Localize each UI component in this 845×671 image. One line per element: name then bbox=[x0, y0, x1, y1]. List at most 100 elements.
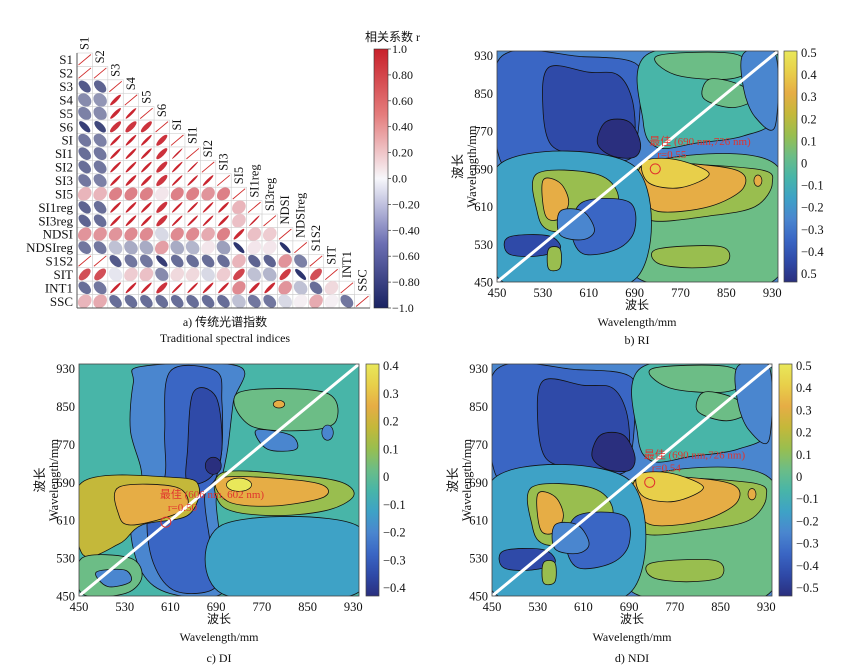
correlation-ellipse bbox=[171, 161, 183, 173]
correlation-ellipse bbox=[110, 94, 121, 106]
correlation-ellipse bbox=[156, 174, 168, 187]
correlation-line bbox=[170, 134, 184, 146]
contour-region bbox=[546, 246, 562, 272]
panel-a-caption-en: Traditional spectral indices bbox=[159, 331, 291, 345]
correlation-ellipse bbox=[324, 281, 339, 295]
correlation-ellipse bbox=[156, 161, 168, 173]
correlation-line bbox=[155, 121, 169, 133]
x-tick-label: 850 bbox=[298, 600, 317, 614]
column-label: S3 bbox=[109, 64, 123, 77]
correlation-ellipse bbox=[139, 227, 154, 241]
correlation-line bbox=[78, 67, 92, 79]
correlation-line bbox=[124, 94, 138, 106]
correlation-ellipse bbox=[124, 227, 138, 241]
correlation-ellipse bbox=[170, 267, 185, 282]
correlation-ellipse bbox=[93, 147, 107, 161]
colorbar-tick-label: −0.3 bbox=[801, 223, 824, 237]
correlation-ellipse bbox=[264, 282, 276, 294]
contour-island bbox=[321, 424, 334, 441]
correlation-ellipse bbox=[201, 295, 215, 308]
correlation-ellipse bbox=[232, 294, 246, 309]
correlation-line bbox=[309, 255, 323, 267]
correlation-ellipse bbox=[78, 281, 91, 295]
panel-b-xlabel-cn: 波长 bbox=[624, 298, 649, 312]
correlation-ellipse bbox=[125, 148, 137, 159]
correlation-ellipse bbox=[294, 254, 308, 268]
correlation-ellipse bbox=[141, 215, 152, 227]
correlation-ellipse bbox=[125, 108, 137, 119]
correlation-ellipse bbox=[110, 121, 122, 133]
correlation-ellipse bbox=[218, 202, 229, 213]
correlation-ellipse bbox=[78, 160, 91, 174]
column-label: SI2 bbox=[201, 140, 215, 157]
correlation-ellipse bbox=[324, 294, 339, 309]
x-tick-label: 690 bbox=[625, 286, 644, 300]
colorbar-bar bbox=[365, 363, 380, 597]
row-label: SI bbox=[61, 133, 73, 148]
correlation-line bbox=[201, 161, 215, 173]
colorbar-tick-label: 0.2 bbox=[801, 112, 817, 126]
correlation-ellipse bbox=[93, 227, 107, 241]
best-point-marker bbox=[649, 163, 661, 175]
colorbar-tick-label: −0.1 bbox=[383, 498, 406, 512]
correlation-ellipse bbox=[186, 295, 199, 308]
colorbar-tick-label: −0.4 bbox=[383, 581, 406, 595]
correlation-ellipse bbox=[202, 202, 214, 213]
correlation-ellipse bbox=[293, 294, 308, 309]
contour-region bbox=[204, 516, 359, 596]
correlation-ellipse bbox=[93, 133, 107, 147]
x-tick-label: 770 bbox=[665, 600, 684, 614]
correlation-ellipse bbox=[187, 161, 198, 173]
column-label: SI1 bbox=[186, 127, 200, 144]
correlation-ellipse bbox=[125, 161, 137, 173]
correlation-line bbox=[78, 54, 92, 66]
correlation-ellipse bbox=[232, 200, 246, 215]
y-tick-label: 850 bbox=[474, 87, 493, 101]
panel-b-xlabel-en: Wavelength/mm bbox=[597, 315, 677, 329]
correlation-ellipse bbox=[216, 267, 231, 282]
correlation-ellipse bbox=[77, 187, 92, 201]
correlation-ellipse bbox=[141, 202, 152, 213]
correlation-ellipse bbox=[218, 282, 229, 294]
correlation-line bbox=[263, 215, 277, 227]
correlation-ellipse bbox=[170, 295, 184, 308]
correlation-ellipse bbox=[140, 295, 153, 308]
column-label: SI3reg bbox=[263, 177, 277, 211]
diagonal-line bbox=[492, 364, 772, 596]
colorbar-tick-label: 0.3 bbox=[796, 403, 812, 417]
correlation-line bbox=[294, 242, 308, 254]
contour-region bbox=[596, 118, 642, 159]
colorbar-tick-label: 0 bbox=[801, 157, 807, 171]
y-tick-label: 770 bbox=[469, 438, 488, 452]
colorbar-tick-label: 0.2 bbox=[796, 426, 812, 440]
colorbar-tick-label: 0.1 bbox=[383, 442, 399, 456]
column-label: INT1 bbox=[340, 251, 354, 278]
best-r-label: r=0.50 bbox=[168, 502, 198, 514]
correlation-ellipse bbox=[79, 121, 91, 133]
row-label: S3 bbox=[59, 79, 73, 94]
panel-d-xlabel-cn: 波长 bbox=[619, 612, 644, 626]
correlation-ellipse bbox=[78, 133, 92, 147]
contour-panel-d: 450 530 610 690 770 850 930 450 530 610 690 770 850 9… bbox=[446, 359, 819, 614]
correlation-ellipse bbox=[124, 187, 138, 201]
correlation-ellipse bbox=[156, 282, 168, 294]
contour-island bbox=[272, 400, 286, 409]
correlation-ellipse bbox=[232, 254, 246, 268]
correlation-ellipse bbox=[309, 294, 323, 309]
correlation-ellipse bbox=[170, 227, 184, 241]
column-label: S1 bbox=[78, 37, 92, 50]
correlation-ellipse bbox=[125, 134, 137, 146]
colorbar-tick-label: 1.0 bbox=[392, 42, 407, 56]
correlation-ellipse bbox=[110, 202, 121, 213]
correlation-line bbox=[324, 268, 338, 281]
colorbar-tick-label: −0.5 bbox=[796, 581, 819, 595]
x-tick-label: 450 bbox=[488, 286, 507, 300]
contour-panel-b: 450 530 610 690 770 850 930 450 530 610 690 770 850 9… bbox=[451, 46, 824, 300]
x-tick-label: 530 bbox=[528, 600, 547, 614]
contour-region bbox=[641, 157, 710, 189]
contour-island bbox=[204, 456, 222, 475]
colorbar-tick-label: 0.1 bbox=[801, 134, 817, 148]
correlation-ellipse bbox=[110, 161, 121, 173]
colorbar-tick-label: 0.3 bbox=[801, 90, 817, 104]
colorbar-tick-label: 0.0 bbox=[392, 172, 407, 186]
